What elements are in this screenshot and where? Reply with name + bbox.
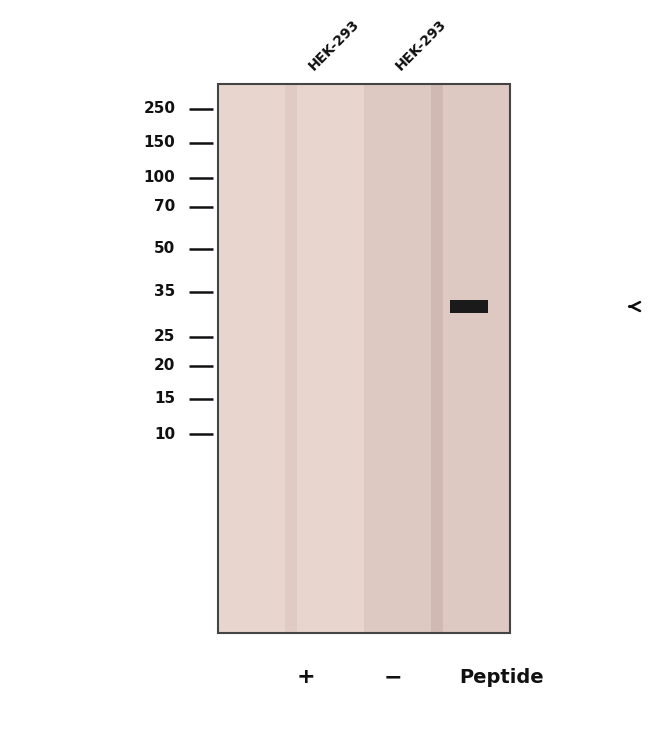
Bar bbox=[218, 84, 364, 633]
Text: Peptide: Peptide bbox=[459, 668, 543, 687]
Text: 250: 250 bbox=[144, 102, 176, 116]
Bar bbox=[285, 84, 296, 633]
Text: HEK-293: HEK-293 bbox=[306, 17, 361, 73]
Bar bbox=[450, 300, 488, 313]
Text: +: + bbox=[296, 667, 315, 687]
Text: 20: 20 bbox=[154, 359, 176, 373]
Text: 70: 70 bbox=[154, 199, 176, 214]
Bar bbox=[432, 84, 443, 633]
Text: 15: 15 bbox=[155, 392, 176, 406]
Text: 35: 35 bbox=[154, 284, 176, 299]
Text: 25: 25 bbox=[154, 329, 176, 344]
Bar bbox=[364, 84, 510, 633]
Text: −: − bbox=[384, 667, 402, 687]
Text: 150: 150 bbox=[144, 135, 176, 150]
Text: 100: 100 bbox=[144, 170, 176, 185]
Text: HEK-293: HEK-293 bbox=[393, 17, 449, 73]
Text: 50: 50 bbox=[154, 242, 176, 256]
Text: 10: 10 bbox=[155, 427, 176, 442]
Bar bbox=[218, 84, 510, 633]
